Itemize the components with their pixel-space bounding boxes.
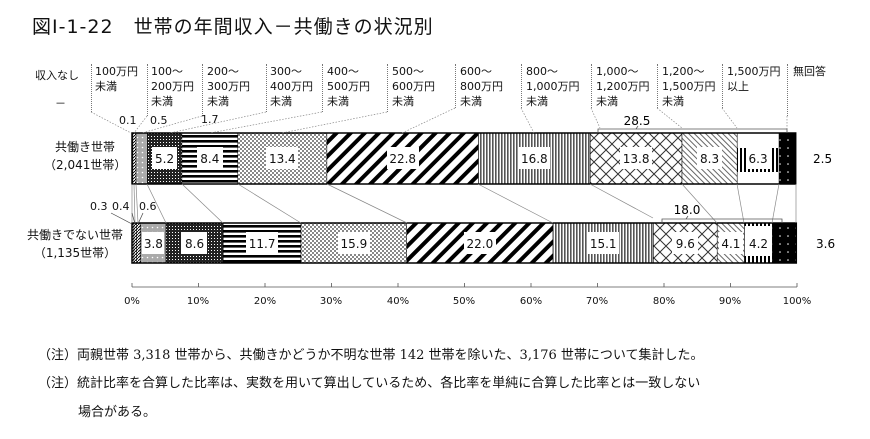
note-2-continued: 場合がある。 xyxy=(78,405,157,420)
x-tick-30: 30% xyxy=(319,296,343,307)
bar-single-income-labels: 3.8 8.6 11.7 15.9 22.0 15.1 9.6 4.1 4.2 xyxy=(142,232,771,254)
category-label-no-answer: 無回答 xyxy=(793,65,826,78)
category-label-400-500: 400～ 500万円 未満 xyxy=(327,65,370,108)
svg-text:22.0: 22.0 xyxy=(467,237,494,251)
no-answer-label-row1: 2.5 xyxy=(813,152,832,166)
bracket-row1 xyxy=(597,125,788,133)
svg-text:0.5: 0.5 xyxy=(150,114,168,127)
x-tick-70: 70% xyxy=(585,296,609,307)
category-label-300-400: 300～ 400万円 未満 xyxy=(270,65,313,108)
svg-text:13.8: 13.8 xyxy=(623,152,650,166)
category-label-none: 収入なし xyxy=(35,69,79,82)
x-tick-100: 100% xyxy=(782,296,812,307)
bracket-row2 xyxy=(661,215,783,223)
svg-text:11.7: 11.7 xyxy=(249,237,276,251)
svg-text:4.2: 4.2 xyxy=(749,237,768,251)
category-label-over-1500: 1,500万円 以上 xyxy=(727,65,781,93)
category-label-500-600: 500～ 600万円 未満 xyxy=(392,65,435,108)
bracket-row2-label: 18.0 xyxy=(674,203,701,217)
svg-text:15.1: 15.1 xyxy=(590,237,617,251)
svg-text:8.6: 8.6 xyxy=(185,237,204,251)
svg-text:13.4: 13.4 xyxy=(269,152,296,166)
category-label-100-200: 100～ 200万円 未満 xyxy=(151,65,194,108)
category-label-under-100: 100万円 未満 xyxy=(95,65,138,93)
svg-text:5.2: 5.2 xyxy=(155,152,174,166)
chart-title: 図Ⅰ-1-22 世帯の年間収入－共働きの状況別 xyxy=(32,16,434,38)
svg-text:9.6: 9.6 xyxy=(676,237,695,251)
svg-text:4.1: 4.1 xyxy=(721,237,740,251)
x-tick-20: 20% xyxy=(253,296,277,307)
note-2: （注）統計比率を合算した比率は、実数を用いて算出しているため、各比率を単純に合算… xyxy=(38,376,701,391)
x-tick-90: 90% xyxy=(718,296,742,307)
x-tick-80: 80% xyxy=(652,296,676,307)
bar-dual-income xyxy=(131,132,797,185)
small-labels-row2: 0.3 0.4 0.6 xyxy=(90,200,157,225)
svg-text:1.7: 1.7 xyxy=(201,113,219,126)
svg-text:22.8: 22.8 xyxy=(389,152,416,166)
x-tick-60: 60% xyxy=(519,296,543,307)
category-label-800-1000: 800～ 1,000万円 未満 xyxy=(526,65,580,108)
bar-dual-income-labels: 5.2 8.4 13.4 22.8 16.8 13.8 8.3 6.3 xyxy=(152,147,771,169)
no-answer-label-row2: 3.6 xyxy=(816,237,835,251)
svg-text:15.9: 15.9 xyxy=(341,237,368,251)
category-label-1200-1500: 1,200～ 1,500万円 未満 xyxy=(662,65,716,108)
note-1: （注）両親世帯 3,318 世帯から、共働きかどうか不明な世帯 142 世帯を除… xyxy=(38,348,704,363)
svg-text:3.8: 3.8 xyxy=(144,237,163,251)
category-label-600-800: 600～ 800万円 未満 xyxy=(460,65,503,108)
x-tick-10: 10% xyxy=(186,296,210,307)
category-label-200-300: 200～ 300万円 未満 xyxy=(207,65,250,108)
svg-text:0.3: 0.3 xyxy=(90,200,108,213)
svg-text:0.1: 0.1 xyxy=(119,114,137,127)
svg-text:8.4: 8.4 xyxy=(200,152,219,166)
svg-text:6.3: 6.3 xyxy=(749,152,768,166)
category-label-1000-1200: 1,000～ 1,200万円 未満 xyxy=(596,65,650,108)
row-label-dual-income: 共働き世帯 （2,041世帯） xyxy=(44,140,127,172)
x-tick-40: 40% xyxy=(386,296,410,307)
small-labels-row1: 0.1 0.5 1.7 xyxy=(119,113,219,127)
row-label-single-income: 共働きでない世帯 （1,135世帯） xyxy=(26,228,123,260)
x-axis xyxy=(131,283,798,288)
svg-text:16.8: 16.8 xyxy=(521,152,548,166)
bracket-row1-label: 28.5 xyxy=(624,114,651,128)
svg-text:0.4: 0.4 xyxy=(112,200,130,213)
category-label-none-dash: － xyxy=(55,97,66,110)
svg-text:8.3: 8.3 xyxy=(700,152,719,166)
svg-text:0.6: 0.6 xyxy=(139,200,157,213)
x-tick-0: 0% xyxy=(124,296,140,307)
x-tick-50: 50% xyxy=(452,296,476,307)
